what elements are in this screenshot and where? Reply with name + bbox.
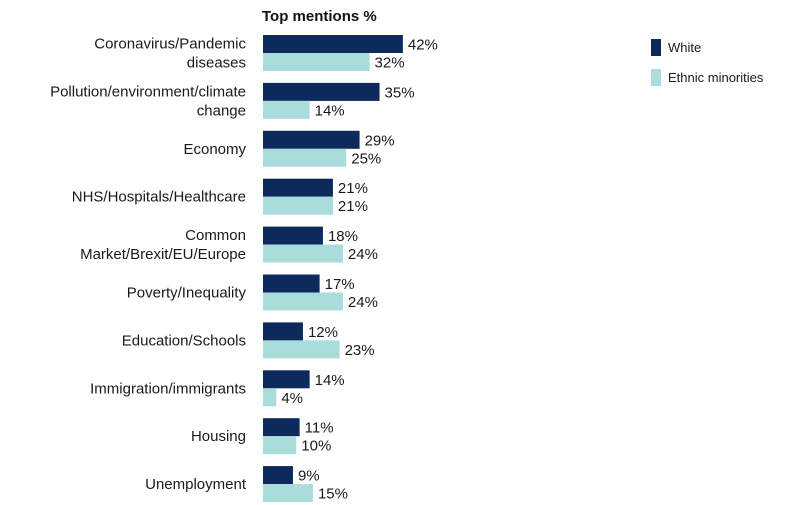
category-label: Housing — [191, 428, 246, 445]
bar-white — [263, 226, 323, 245]
bar-ethnic-minorities — [263, 292, 343, 311]
value-label: 24% — [348, 246, 378, 263]
bar-white — [263, 370, 310, 389]
value-label: 32% — [375, 55, 405, 72]
value-label: 23% — [345, 342, 375, 359]
bar-ethnic-minorities — [263, 148, 347, 167]
labels-layer: Coronavirus/Pandemic diseases 42%32% Pollut… — [50, 36, 438, 503]
value-label: 14% — [315, 102, 345, 119]
value-label: 21% — [338, 198, 368, 215]
bar-ethnic-minorities — [263, 340, 340, 359]
value-label: 17% — [325, 276, 355, 293]
value-label: 29% — [365, 132, 395, 149]
legend-label: Ethnic minorities — [668, 70, 764, 85]
value-label: 35% — [385, 84, 415, 101]
bar-white — [263, 322, 303, 341]
category-label: Unemployment — [145, 476, 247, 493]
bar-white — [263, 274, 320, 293]
value-label: 21% — [338, 180, 368, 197]
value-label: 9% — [298, 468, 320, 485]
bar-ethnic-minorities — [263, 244, 343, 263]
bar-ethnic-minorities — [263, 388, 277, 407]
bar-ethnic-minorities — [263, 196, 333, 215]
bar-ethnic-minorities — [263, 436, 297, 455]
legend: White Ethnic minorities — [651, 39, 764, 86]
value-label: 4% — [281, 390, 303, 407]
category-label: Economy — [183, 141, 246, 158]
bar-ethnic-minorities — [263, 484, 313, 503]
bar-white — [263, 418, 300, 437]
bars-layer — [263, 35, 403, 503]
legend-swatch-ethnic-minorities — [651, 69, 661, 86]
bar-white — [263, 35, 403, 53]
bar-ethnic-minorities — [263, 100, 310, 119]
value-label: 14% — [315, 372, 345, 389]
value-label: 25% — [351, 150, 381, 167]
value-label: 11% — [305, 420, 334, 437]
value-label: 42% — [408, 37, 438, 54]
chart-title: Top mentions % — [262, 8, 377, 25]
bar-ethnic-minorities — [263, 53, 370, 71]
value-label: 10% — [301, 438, 331, 455]
value-label: 18% — [328, 228, 358, 245]
category-label: Coronavirus/Pandemic — [94, 36, 246, 53]
bar-white — [263, 130, 360, 149]
legend-swatch-white — [651, 39, 661, 56]
category-label: change — [197, 102, 246, 119]
value-label: 24% — [348, 294, 378, 311]
category-label: Immigration/immigrants — [90, 380, 246, 397]
bar-white — [263, 178, 333, 197]
category-label: Market/Brexit/EU/Europe — [80, 246, 246, 263]
category-label: Education/Schools — [122, 332, 246, 349]
category-label: NHS/Hospitals/Healthcare — [72, 189, 246, 206]
bar-white — [263, 466, 293, 485]
category-label: Common — [185, 227, 246, 244]
legend-label: White — [668, 40, 701, 55]
category-label: diseases — [187, 55, 246, 72]
bar-white — [263, 82, 380, 101]
value-label: 15% — [318, 486, 348, 503]
category-label: Pollution/environment/climate — [50, 83, 246, 100]
category-label: Poverty/Inequality — [127, 285, 247, 302]
value-label: 12% — [308, 324, 338, 341]
